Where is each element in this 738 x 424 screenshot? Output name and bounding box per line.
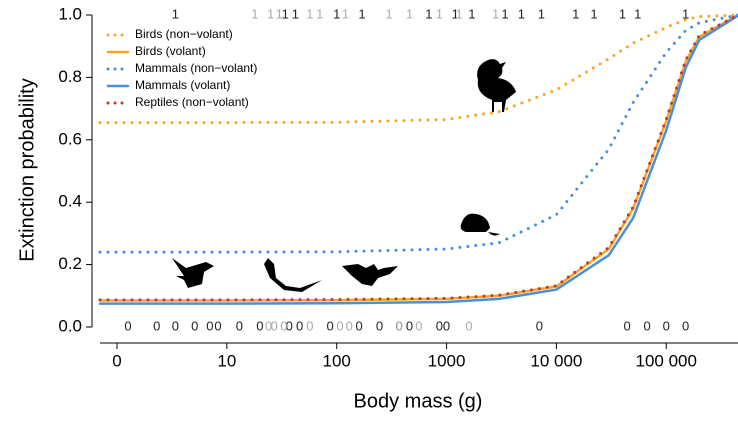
- rug-label: 1: [406, 6, 413, 21]
- rug-label: 0: [326, 318, 333, 333]
- rug-label: 0: [406, 318, 413, 333]
- rug-label: 1: [267, 6, 274, 21]
- rug-label: 0: [415, 318, 422, 333]
- rug-label: 0: [286, 318, 293, 333]
- rug-label: 0: [296, 318, 303, 333]
- series-line: [98, 13, 738, 125]
- rug-label: 0: [376, 318, 383, 333]
- rug-label: 1: [172, 6, 179, 21]
- rug-label: 0: [191, 318, 198, 333]
- series-line: [98, 13, 738, 302]
- rug-label: 0: [396, 318, 403, 333]
- x-axis-label: Body mass (g): [354, 390, 483, 412]
- rug-label: 0: [536, 318, 543, 333]
- rug-label: 1: [572, 6, 579, 21]
- rug-label: 1: [619, 6, 626, 21]
- lizard-icon: [264, 258, 322, 292]
- rug-label: 0: [206, 318, 213, 333]
- x-tick-label: 10 000: [530, 351, 582, 370]
- rug-label: 0: [236, 318, 243, 333]
- rug-label: 0: [124, 318, 131, 333]
- rug-label: 1: [436, 6, 443, 21]
- rug-label: 0: [682, 318, 689, 333]
- rug-label: 1: [333, 6, 340, 21]
- rug-label: 1: [251, 6, 258, 21]
- rug-label: 1: [276, 6, 283, 21]
- rug-label: 0: [465, 318, 472, 333]
- legend-label: Mammals (volant): [135, 78, 230, 92]
- rug-label: 0: [265, 318, 272, 333]
- rug-label: 0: [336, 318, 343, 333]
- rug-label: 0: [306, 318, 313, 333]
- legend-label: Birds (volant): [135, 44, 206, 58]
- bat-icon: [342, 264, 398, 286]
- y-tick-label: 0.2: [58, 254, 82, 273]
- rug-label: 1: [292, 6, 299, 21]
- rug-label: 0: [644, 318, 651, 333]
- rug-label: 1: [386, 6, 393, 21]
- rug-label: 1: [452, 6, 459, 21]
- x-tick-label: 10: [217, 351, 236, 370]
- rug-label: 0: [396, 318, 403, 333]
- y-tick-label: 0.6: [58, 129, 82, 148]
- rug-label: 0: [443, 318, 450, 333]
- rug-label: 0: [214, 318, 221, 333]
- rug-label: 1: [518, 6, 525, 21]
- rug-label: 0: [436, 318, 443, 333]
- y-axis-label: Extinction probability: [16, 78, 38, 261]
- legend-label: Birds (non−volant): [135, 27, 233, 41]
- rug-label: 0: [271, 318, 278, 333]
- rug-label: 1: [358, 6, 365, 21]
- rug-label: 1: [590, 6, 597, 21]
- x-tick-label: 100: [323, 351, 351, 370]
- rug-label: 0: [663, 318, 670, 333]
- legend-label: Mammals (non−volant): [135, 61, 257, 75]
- rug-label: 0: [256, 318, 263, 333]
- rug-label: 1: [455, 6, 462, 21]
- y-tick-label: 0.8: [58, 67, 82, 86]
- legend-label: Reptiles (non−volant): [135, 95, 249, 109]
- rug-label: 1: [316, 6, 323, 21]
- rug-label: 0: [172, 318, 179, 333]
- y-tick-label: 0.4: [58, 192, 82, 211]
- y-tick-label: 0.0: [58, 316, 82, 335]
- rug-label: 0: [280, 318, 287, 333]
- rug-label: 0: [346, 318, 353, 333]
- rug-label: 0: [623, 318, 630, 333]
- series-line: [98, 14, 738, 305]
- rug-label: 1: [306, 6, 313, 21]
- x-tick-label: 0: [112, 351, 121, 370]
- dodo-icon: [477, 59, 516, 112]
- series-line: [98, 13, 738, 254]
- rug-label: 1: [425, 6, 432, 21]
- rug-label: 1: [342, 6, 349, 21]
- rug-label: 1: [282, 6, 289, 21]
- x-tick-label: 1000: [428, 351, 466, 370]
- y-tick-label: 1.0: [58, 4, 82, 23]
- silhouettes: [172, 59, 516, 292]
- x-tick-label: 100 000: [636, 351, 697, 370]
- rug-label: 0: [153, 318, 160, 333]
- rug-label: 0: [356, 318, 363, 333]
- mouse-icon: [460, 213, 500, 236]
- bird-icon: [172, 258, 214, 288]
- rug-label: 1: [538, 6, 545, 21]
- rug-label: 1: [468, 6, 475, 21]
- rug-label: 1: [682, 6, 689, 21]
- rug-label: 1: [634, 6, 641, 21]
- rug-label: 1: [492, 6, 499, 21]
- rug-label: 1: [501, 6, 508, 21]
